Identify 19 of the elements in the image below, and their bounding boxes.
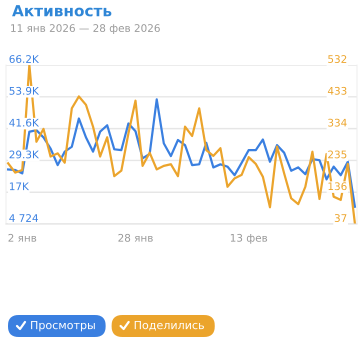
y2-tick-label: 532	[328, 55, 346, 63]
chart-title: Активность	[12, 5, 112, 16]
text: Просмотры	[31, 320, 95, 332]
y-tick-label: 66.2K	[10, 55, 40, 63]
x-tick-label: 28 янв	[118, 234, 153, 242]
chart-subtitle: 11 янв 2026 — 28 фев 2026	[11, 24, 160, 34]
x-tick-label: 13 фев	[230, 234, 268, 244]
y2-tick-label: 334	[328, 118, 347, 127]
y-tick-label: 4 724	[9, 214, 38, 222]
y-tick-label: 53.9K	[10, 86, 40, 95]
y2-tick-label: 433	[328, 86, 346, 95]
y-tick-label: 17K	[10, 182, 30, 190]
y-tick-label: 41.6K	[9, 118, 40, 127]
y2-tick-label: 37	[334, 214, 346, 222]
text: Поделились	[134, 320, 204, 331]
x-tick-label: 2 янв	[8, 234, 36, 242]
y2-tick-label: 235	[328, 150, 346, 158]
y-tick-label: 29.3K	[10, 150, 40, 158]
y2-tick-label: 136	[328, 182, 347, 190]
